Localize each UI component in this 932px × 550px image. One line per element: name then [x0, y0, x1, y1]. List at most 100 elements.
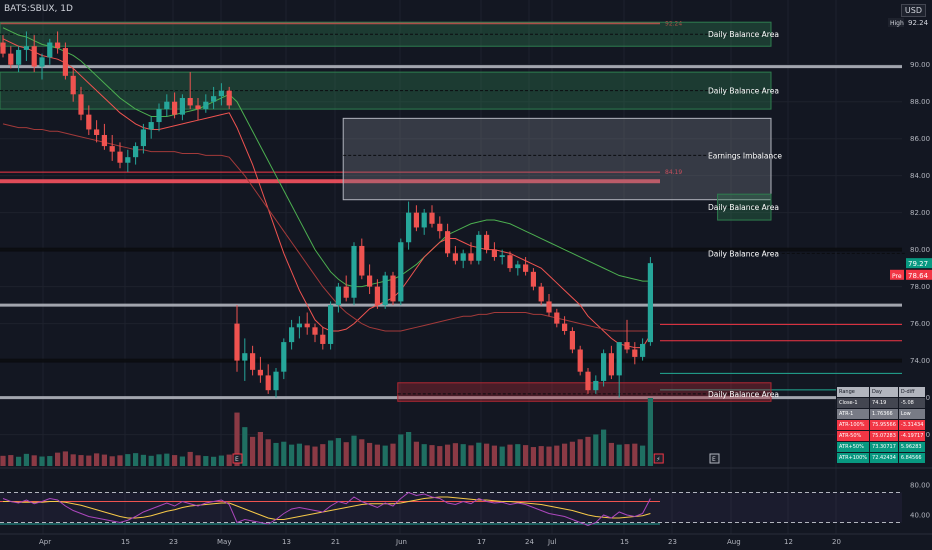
candle-body: [445, 231, 451, 254]
time-tick-label: 15: [121, 538, 130, 546]
volume-bar: [343, 442, 349, 466]
volume-bar: [148, 455, 154, 466]
volume-bar: [413, 441, 419, 466]
candle-body: [109, 146, 115, 152]
volume-bar: [125, 454, 131, 466]
zone-label: Daily Balance Area: [708, 30, 779, 39]
volume-bar: [429, 445, 435, 466]
volume-bar: [406, 432, 412, 466]
earnings-level-label: 84.19: [665, 169, 682, 176]
volume-bar: [133, 453, 139, 466]
volume-bar: [320, 444, 326, 466]
volume-bar: [554, 445, 560, 466]
volume-bar: [499, 446, 505, 466]
pre-tag: [890, 269, 904, 280]
time-tick-label: 21: [331, 538, 340, 546]
stats-cell: -4.19717: [897, 430, 927, 442]
stats-cell: ATR+50%: [835, 441, 871, 453]
candle-body: [577, 349, 583, 372]
volume-bar: [78, 455, 84, 466]
stats-cell: ATR+100%: [835, 452, 871, 464]
volume-bar: [484, 443, 490, 466]
stats-cell: -3.31434: [897, 419, 927, 431]
volume-bar: [257, 432, 263, 466]
volume-bar: [281, 441, 287, 466]
volume-bar: [273, 442, 279, 466]
symbol-title[interactable]: BATS:SBUX, 1D: [4, 4, 73, 14]
stats-row: Close-1 74.19 -5.08: [835, 397, 927, 409]
volume-bar: [437, 446, 443, 466]
currency-button[interactable]: USD: [900, 4, 926, 17]
price-tick-label: 80.00: [910, 246, 930, 254]
candle-body: [62, 48, 68, 76]
zone-label: Daily Balance Area: [708, 249, 779, 258]
stats-row: ATR-50% 75.07283 -4.19717: [835, 430, 927, 442]
candle-body: [491, 249, 497, 258]
volume-bar: [359, 439, 365, 466]
candle-body: [8, 53, 14, 65]
time-tick-label: 20: [832, 538, 841, 546]
candle-body: [413, 212, 419, 228]
candle-body: [273, 371, 279, 391]
price-tick-label: 88.00: [910, 98, 930, 106]
volume-bar: [593, 434, 599, 466]
event-marker-label: E: [235, 456, 239, 463]
volume-bar: [156, 454, 162, 466]
candle-body: [203, 101, 209, 110]
candle-body: [374, 286, 380, 306]
rsi-line: [2, 491, 651, 527]
stats-cell: 75.95566: [869, 419, 899, 431]
volume-bar: [70, 454, 76, 466]
time-tick-label: 13: [282, 538, 291, 546]
volume-bar: [296, 443, 302, 466]
volume-bar: [460, 444, 466, 466]
event-marker: [709, 453, 720, 464]
candle-body: [320, 334, 326, 344]
ma-long-line: [2, 123, 651, 332]
stats-row: ATR+50% 73.30717 5.96283: [835, 441, 927, 453]
candle-body: [608, 353, 614, 376]
candle-body: [562, 323, 568, 332]
candle-body: [39, 57, 45, 67]
time-tick-label: Aug: [727, 538, 741, 546]
stats-cell: 73.30717: [869, 441, 899, 453]
volume-bar: [421, 444, 427, 466]
stats-row: ATR+100% 72.42434 6.84566: [835, 452, 927, 464]
volume-bar: [117, 455, 123, 466]
zone-box: [397, 382, 772, 402]
candle-body: [164, 101, 170, 110]
stats-header-cell: Range: [835, 386, 871, 398]
candle-body: [601, 353, 607, 381]
time-tick-label: 23: [668, 538, 677, 546]
event-marker-label: ⚡: [656, 456, 660, 463]
candle-body: [367, 275, 373, 287]
volume-bar: [445, 444, 451, 466]
candle-body: [304, 323, 310, 328]
volume-bar: [382, 445, 388, 466]
volume-bar: [265, 439, 271, 466]
volume-bar: [218, 455, 224, 466]
volume-bar: [94, 453, 100, 466]
candle-body: [351, 245, 357, 298]
zone-label: Daily Balance Area: [708, 203, 779, 212]
candle-body: [133, 146, 139, 158]
volume-bar: [523, 445, 529, 466]
stats-cell: ATR-50%: [835, 430, 871, 442]
time-tick-label: May: [217, 538, 231, 546]
candle-body: [616, 342, 622, 376]
candle-body: [507, 255, 513, 269]
volume-bar: [624, 444, 630, 466]
price-tick-label: 82.00: [910, 209, 930, 217]
current-price-badge-label: 79.27: [908, 260, 928, 268]
candle-body: [390, 275, 396, 302]
volume-bar: [226, 454, 232, 466]
stats-cell: Low: [897, 408, 927, 420]
candle-body: [117, 151, 123, 163]
stats-cell: Close-1: [835, 397, 871, 409]
candle-body: [406, 212, 412, 243]
stats-header-cell: D-diff: [897, 386, 927, 398]
zone-label: Earnings Imbalance: [708, 151, 782, 160]
candle-body: [140, 129, 146, 147]
